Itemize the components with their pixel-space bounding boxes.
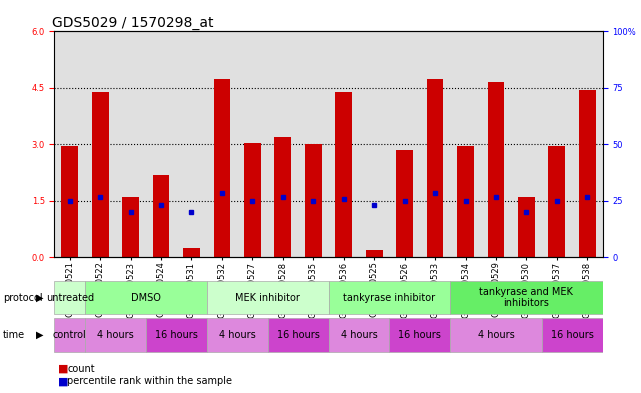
Bar <box>396 150 413 257</box>
Text: 4 hours: 4 hours <box>478 330 514 340</box>
Text: percentile rank within the sample: percentile rank within the sample <box>67 376 232 386</box>
Bar <box>146 31 176 257</box>
Bar <box>267 31 298 257</box>
Bar <box>328 281 450 314</box>
Bar <box>488 82 504 257</box>
Text: 16 hours: 16 hours <box>155 330 197 340</box>
Text: ■: ■ <box>58 376 68 386</box>
Bar <box>450 281 603 314</box>
Bar <box>511 31 542 257</box>
Text: untreated: untreated <box>46 293 94 303</box>
Text: MEK inhibitor: MEK inhibitor <box>235 293 300 303</box>
Bar <box>146 318 206 352</box>
Text: time: time <box>3 330 26 340</box>
Bar <box>244 143 261 257</box>
Bar <box>420 31 450 257</box>
Bar <box>298 31 328 257</box>
Bar <box>366 250 383 257</box>
Bar <box>518 197 535 257</box>
Text: 4 hours: 4 hours <box>97 330 134 340</box>
Text: control: control <box>53 330 87 340</box>
Bar <box>213 79 230 257</box>
Bar <box>92 92 108 257</box>
Bar <box>457 146 474 257</box>
Bar <box>183 248 200 257</box>
Bar <box>62 146 78 257</box>
Bar <box>450 318 542 352</box>
Bar <box>389 318 450 352</box>
Bar <box>122 197 139 257</box>
Bar <box>237 31 268 257</box>
Bar <box>481 31 511 257</box>
Bar <box>54 318 85 352</box>
Bar <box>85 281 206 314</box>
Text: tankyrase and MEK
inhibitors: tankyrase and MEK inhibitors <box>479 287 573 309</box>
Bar <box>542 318 603 352</box>
Bar <box>335 92 352 257</box>
Text: DMSO: DMSO <box>131 293 161 303</box>
Bar <box>549 146 565 257</box>
Bar <box>328 318 389 352</box>
Text: 4 hours: 4 hours <box>219 330 256 340</box>
Bar <box>267 318 328 352</box>
Text: tankyrase inhibitor: tankyrase inhibitor <box>344 293 435 303</box>
Bar <box>115 31 146 257</box>
Bar <box>579 90 595 257</box>
Text: ■: ■ <box>58 364 68 374</box>
Text: GDS5029 / 1570298_at: GDS5029 / 1570298_at <box>52 17 213 30</box>
Text: 16 hours: 16 hours <box>277 330 319 340</box>
Bar <box>305 145 322 257</box>
Text: ▶: ▶ <box>36 330 44 340</box>
Bar <box>359 31 389 257</box>
Text: count: count <box>67 364 95 374</box>
Bar <box>389 31 420 257</box>
Bar <box>572 31 603 257</box>
Bar <box>274 137 291 257</box>
Bar <box>206 281 328 314</box>
Bar <box>542 31 572 257</box>
Bar <box>206 318 268 352</box>
Text: ▶: ▶ <box>36 292 44 303</box>
Bar <box>206 31 237 257</box>
Text: 4 hours: 4 hours <box>340 330 378 340</box>
Bar <box>328 31 359 257</box>
Bar <box>85 31 115 257</box>
Bar <box>450 31 481 257</box>
Bar <box>153 174 169 257</box>
Bar <box>54 31 85 257</box>
Text: 16 hours: 16 hours <box>399 330 441 340</box>
Text: 16 hours: 16 hours <box>551 330 594 340</box>
Bar <box>85 318 146 352</box>
Bar <box>427 79 444 257</box>
Bar <box>54 281 85 314</box>
Bar <box>176 31 206 257</box>
Text: protocol: protocol <box>3 292 43 303</box>
